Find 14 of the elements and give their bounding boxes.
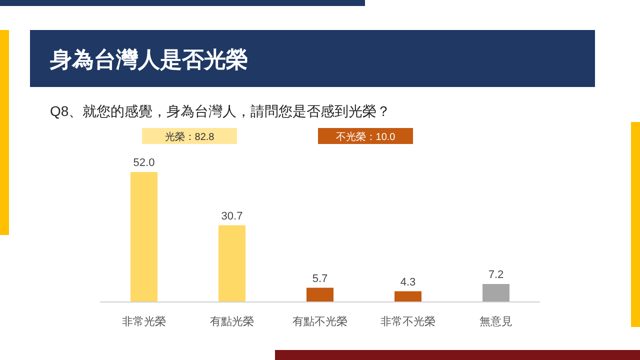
data-label: 7.2 — [488, 269, 504, 281]
data-label: 30.7 — [221, 210, 243, 222]
data-label: 52.0 — [133, 157, 155, 169]
text: 光榮：82.8 — [164, 131, 215, 143]
text: 不光榮：10.0 — [336, 131, 396, 143]
x-tick-label: 非常不光榮 — [380, 315, 436, 328]
data-label: 5.7 — [312, 272, 328, 285]
chart-title: 身為台灣人是否光榮 — [49, 47, 248, 72]
x-tick-label: 有點光榮 — [210, 315, 254, 328]
chart-subtitle: Q8、就您的感覺，身為台灣人，請問您是否感到光榮？ — [50, 103, 391, 119]
x-tick-label: 無意見 — [480, 315, 512, 328]
data-label: 4.3 — [400, 276, 416, 288]
x-tick-label: 有點不光榮 — [292, 315, 348, 328]
x-tick-label: 非常光榮 — [122, 315, 166, 328]
